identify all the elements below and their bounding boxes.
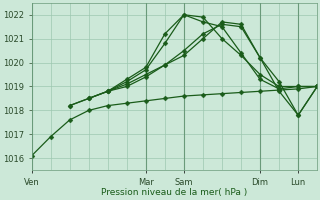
X-axis label: Pression niveau de la mer( hPa ): Pression niveau de la mer( hPa ) — [101, 188, 247, 197]
